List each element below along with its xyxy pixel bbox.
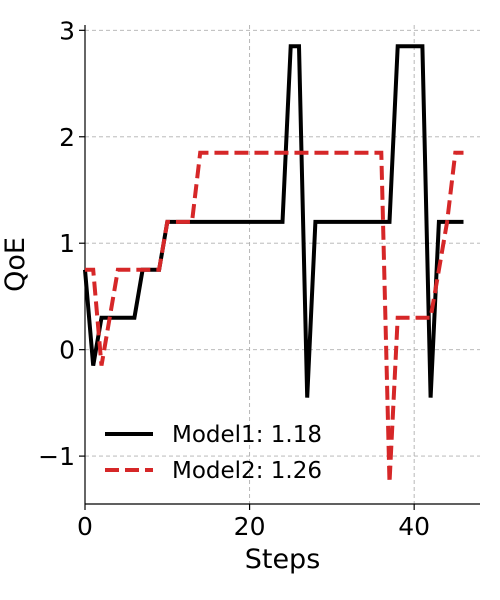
legend-label-1: Model1: 1.18 <box>172 422 322 448</box>
y-tick-label: −1 <box>38 442 75 471</box>
legend-label-2: Model2: 1.26 <box>172 458 322 484</box>
series-line-2 <box>85 150 464 483</box>
y-tick-label: 2 <box>59 123 75 152</box>
y-tick-label: 1 <box>59 229 75 258</box>
series-lines <box>83 44 464 483</box>
tick-labels: 0 20 40 −1 0 1 2 3 <box>38 16 430 541</box>
series-line-1 <box>83 44 464 398</box>
y-axis-title: QoE <box>0 237 31 292</box>
axes <box>79 25 480 510</box>
legend: Model1: 1.18 Model2: 1.26 <box>105 422 322 484</box>
x-axis-title: Steps <box>245 544 321 575</box>
x-tick-label: 40 <box>398 512 430 541</box>
y-tick-label: 3 <box>59 16 75 45</box>
x-tick-label: 20 <box>234 512 266 541</box>
y-tick-label: 0 <box>59 336 75 365</box>
grid-lines <box>84 25 480 504</box>
x-tick-label: 0 <box>77 512 93 541</box>
